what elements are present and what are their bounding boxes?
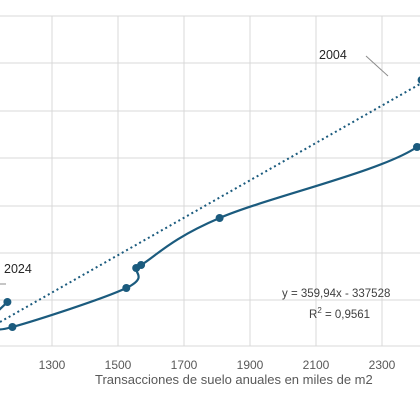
x-tick-label: 2100 xyxy=(303,358,330,372)
data-point xyxy=(132,264,141,272)
x-tick-label: 1500 xyxy=(105,358,132,372)
grid xyxy=(0,15,420,347)
trendline-r2-prefix: R xyxy=(309,309,317,321)
annotation-2004: 2004 xyxy=(319,48,347,62)
trendline xyxy=(0,83,420,323)
series-points xyxy=(3,76,420,331)
annotation-leader-2004 xyxy=(365,55,389,77)
trendline-r2: R2 = 0,9561 xyxy=(309,306,370,321)
trendline-r2-value: = 0,9561 xyxy=(322,309,370,321)
data-point xyxy=(122,284,131,292)
trendline-equation: y = 359,94x - 337528 xyxy=(282,288,390,300)
data-point xyxy=(413,143,420,151)
x-tick-label: 1300 xyxy=(39,358,66,372)
data-point xyxy=(417,76,420,84)
data-point xyxy=(3,298,12,306)
x-axis-ticks: 1300 1500 1700 1900 2100 2300 xyxy=(39,358,396,372)
x-tick-label: 2300 xyxy=(369,358,396,372)
data-point xyxy=(8,323,17,331)
trendline-r2-sup: 2 xyxy=(317,306,322,315)
data-point xyxy=(215,214,224,222)
x-axis-title: Transacciones de suelo anuales en miles … xyxy=(95,372,373,387)
annotation-2024: 2024 xyxy=(4,262,32,276)
x-tick-label: 1900 xyxy=(237,358,264,372)
x-tick-label: 1700 xyxy=(171,358,198,372)
